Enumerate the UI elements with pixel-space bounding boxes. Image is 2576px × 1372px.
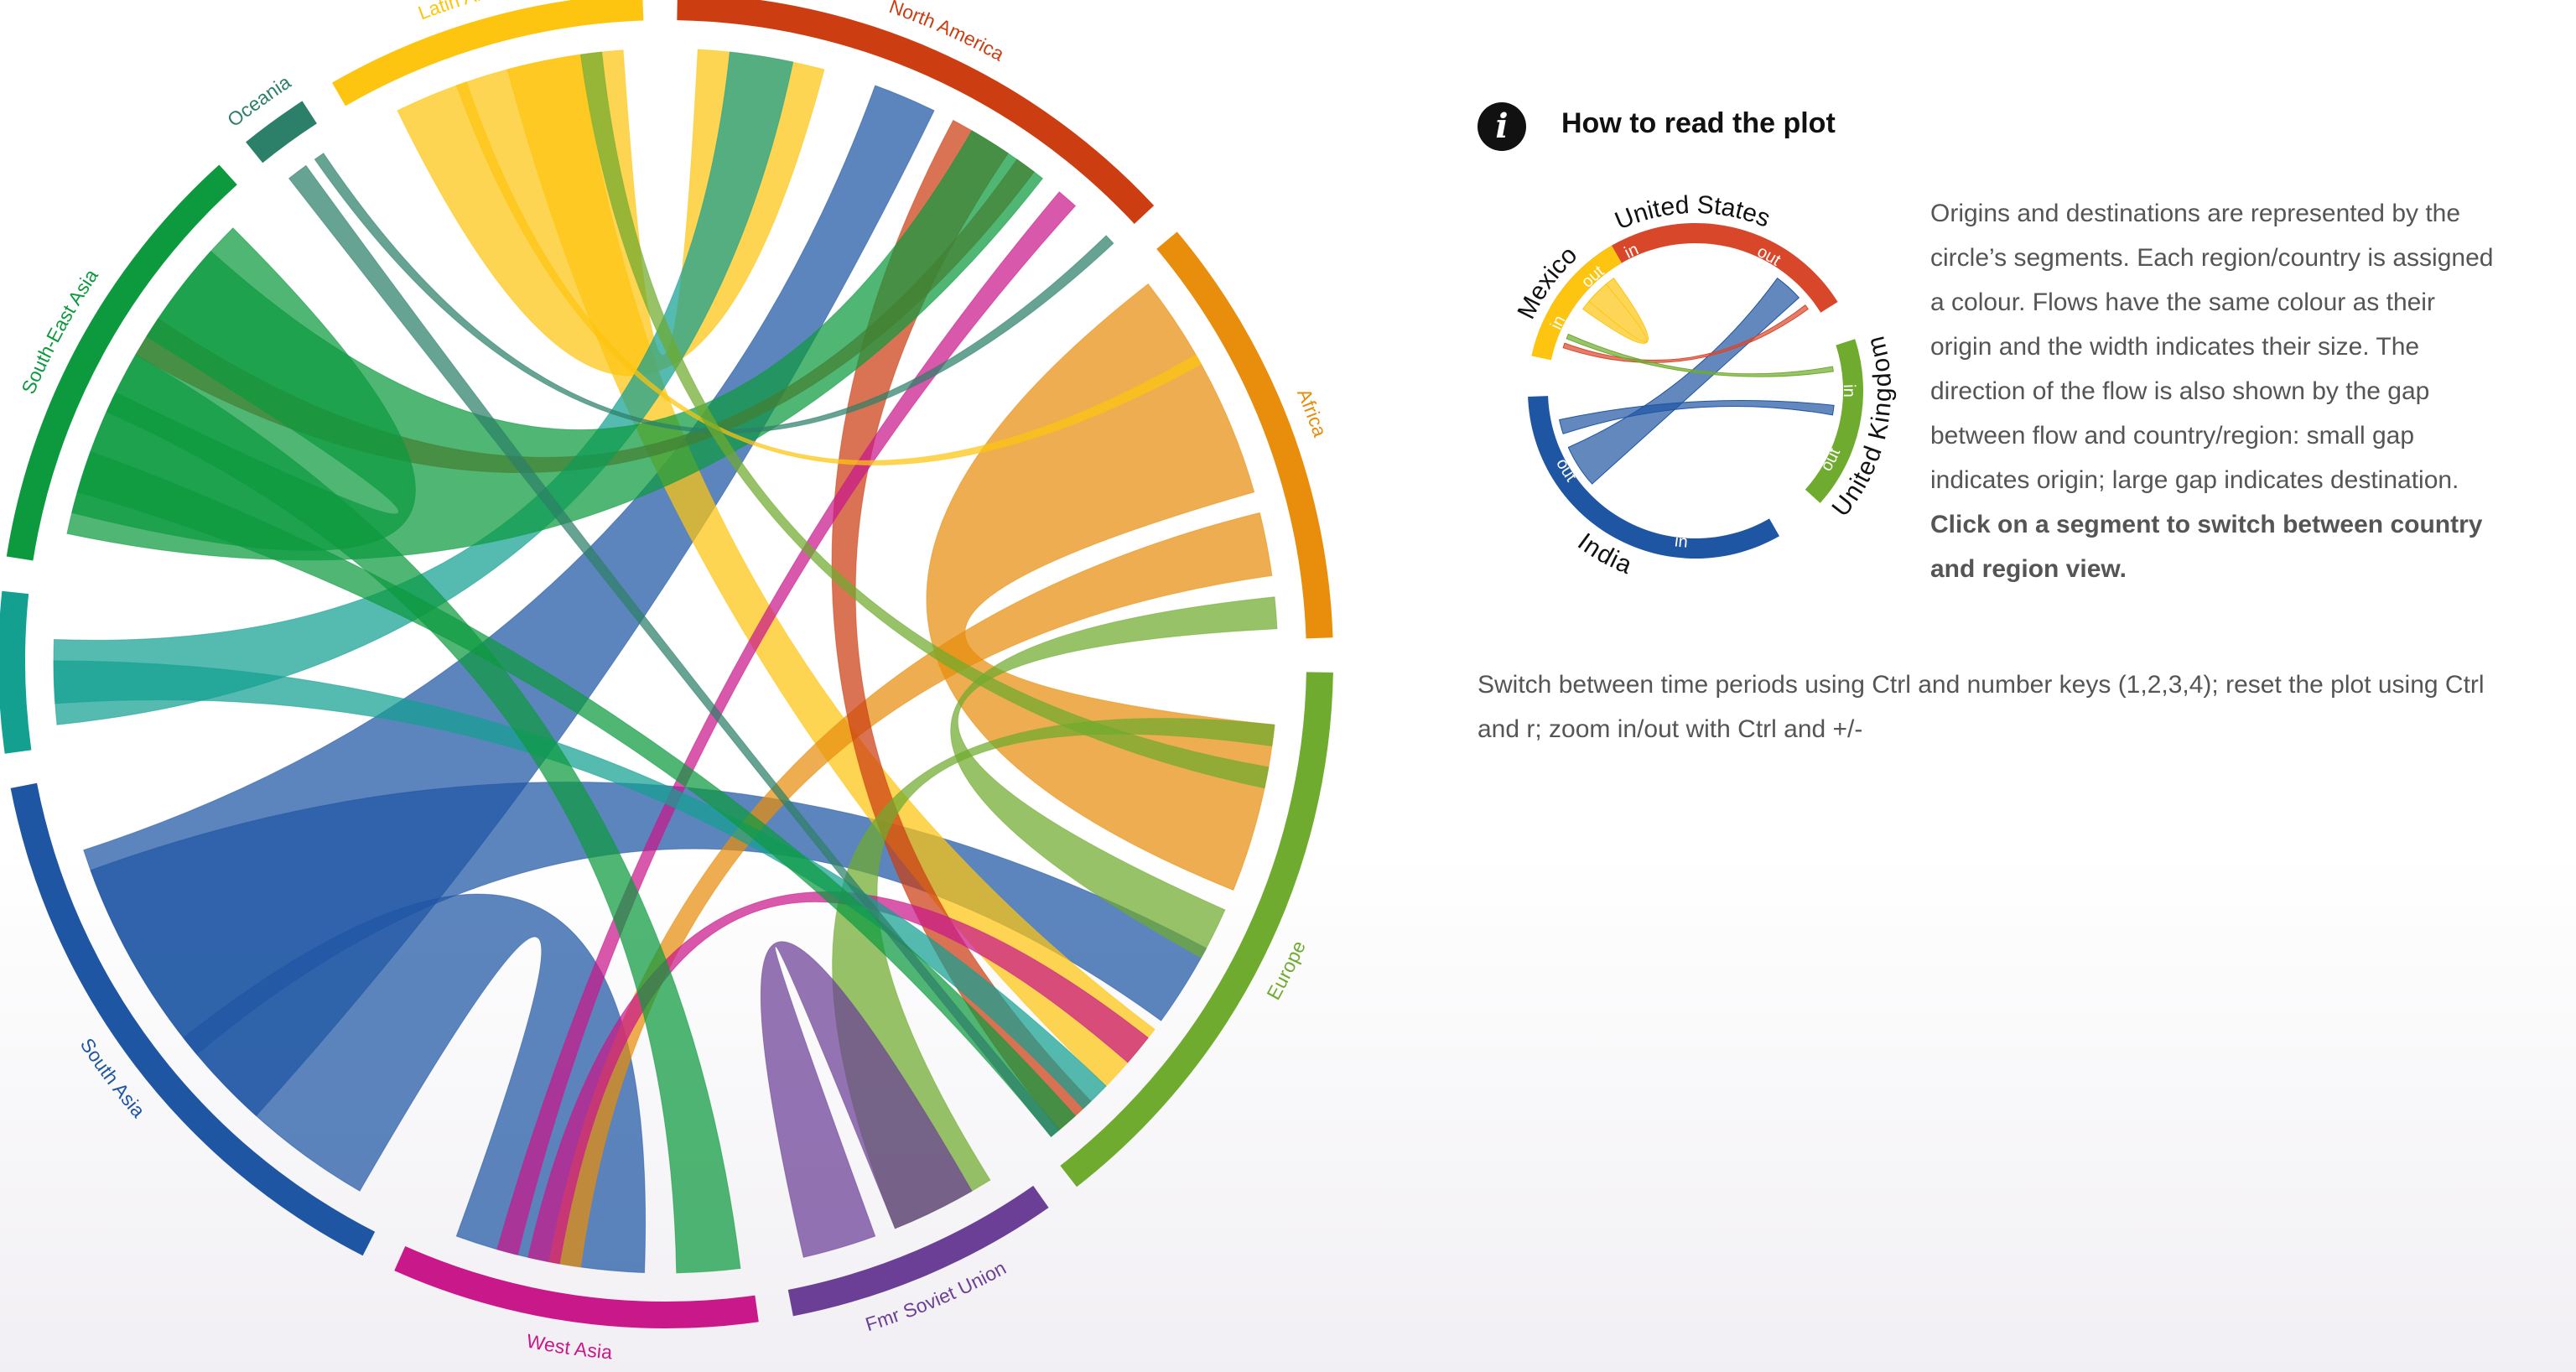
legend-segment-united-kingdom xyxy=(1805,339,1863,503)
label-europe: Europe xyxy=(1262,938,1310,1004)
legend-in-india: in xyxy=(1674,533,1689,552)
flow-europe-to-africa xyxy=(950,596,1278,959)
legend-flow-india-to-united-kingdom xyxy=(1559,400,1835,434)
flow-east-asia-to-europe xyxy=(53,660,1107,1110)
flow-africa-to-west-asia xyxy=(548,512,1273,1268)
legend-label-united-kingdom: United Kingdom xyxy=(1826,334,1897,522)
segment-north-america[interactable] xyxy=(677,0,1155,224)
legend-flow-mexico-to-united-states xyxy=(1582,278,1649,344)
segment-europe[interactable] xyxy=(1060,672,1333,1188)
segment-africa[interactable] xyxy=(1156,231,1333,639)
flow-west-asia-to-north-america xyxy=(496,191,1077,1255)
legend-flow-united-kingdom-to-mexico xyxy=(1566,333,1834,377)
flow-latin-america-to-europe xyxy=(506,54,1156,1087)
flow-europe-to-fmr-soviet-union xyxy=(832,718,1275,1229)
flow-south-east-asia-to-south-east-asia xyxy=(71,227,416,551)
flow-latin-america-to-africa xyxy=(455,81,1202,465)
info-heading: How to read the plot xyxy=(1561,107,1836,139)
flow-ribbons xyxy=(53,49,1278,1274)
info-icon: i xyxy=(1478,102,1526,151)
legend-flow-united-states-to-mexico xyxy=(1562,304,1809,363)
segment-latin-america[interactable] xyxy=(332,0,644,107)
legend-segment-mexico xyxy=(1531,245,1622,361)
description: Origins and destinations are represented… xyxy=(1930,191,2501,591)
segment-south-asia[interactable] xyxy=(10,782,376,1256)
segment-oceania[interactable] xyxy=(246,101,317,164)
segment-west-asia[interactable] xyxy=(394,1245,759,1328)
flow-west-asia-to-europe xyxy=(527,891,1149,1265)
region-segments xyxy=(0,0,1333,1328)
label-africa: Africa xyxy=(1293,386,1332,440)
flow-oceania-to-europe xyxy=(288,164,1060,1138)
flow-fmr-soviet-union-to-fmr-soviet-union xyxy=(760,941,973,1258)
description-bold-text: Click on a segment to switch between cou… xyxy=(1930,511,2483,583)
label-west-asia: West Asia xyxy=(525,1329,613,1363)
segment-east-asia[interactable] xyxy=(0,590,32,754)
description-text: Origins and destinations are represented… xyxy=(1930,200,2494,494)
shortcuts-text: Switch between time periods using Ctrl a… xyxy=(1478,671,2485,743)
legend-in-united-kingdom: in xyxy=(1840,384,1858,398)
flow-europe-to-latin-america xyxy=(579,51,1270,789)
legend-segment-india xyxy=(1528,396,1779,559)
segment-south-east-asia[interactable] xyxy=(6,164,237,561)
legend-segment-united-states xyxy=(1550,223,1838,317)
segment-fmr-soviet-union[interactable] xyxy=(787,1185,1049,1317)
flow-oceania-to-north-america xyxy=(314,153,1114,434)
